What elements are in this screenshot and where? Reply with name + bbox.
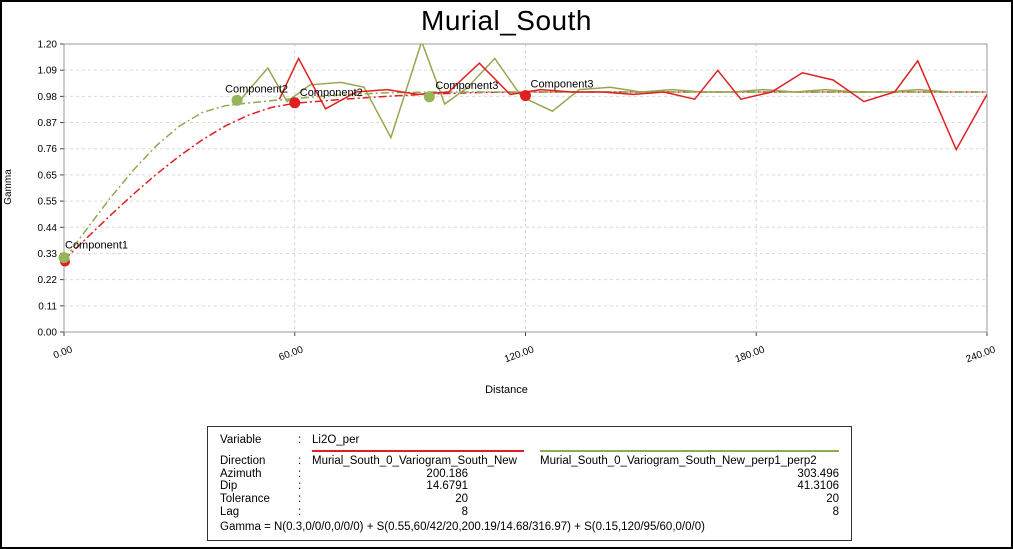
legend-key: Tolerance [220, 493, 270, 506]
legend-colon: : [298, 493, 302, 506]
legend-key: Direction [220, 454, 266, 467]
marker-label-component2-south: Component2 [300, 87, 363, 99]
x-tick-label: 240.00 [965, 344, 998, 365]
y-tick-label: 0.44 [38, 223, 58, 234]
y-tick-label: 0.33 [38, 249, 58, 260]
x-tick-label: 0.00 [52, 344, 74, 361]
series-model-perp [64, 91, 987, 261]
series-experimental-perp [240, 44, 949, 140]
marker-label-component3-south: Component3 [531, 79, 594, 91]
series-experimental-south [278, 56, 987, 152]
legend-variable-label: Variable [220, 434, 262, 446]
y-tick-label: 1.20 [38, 40, 58, 51]
legend-value-perp: 303.496 [797, 467, 839, 480]
legend-row-dip: Dip: 14.6791 41.3106 [220, 480, 839, 493]
y-tick-label: 1.09 [38, 66, 58, 77]
legend-colon: : [298, 505, 302, 518]
legend-key: Azimuth [220, 467, 262, 480]
y-tick-label: 0.11 [38, 301, 57, 312]
legend-colon: : [298, 467, 302, 480]
gamma-formula: Gamma = N(0.3,0/0/0,0/0/0) + S(0.55,60/4… [220, 520, 705, 533]
legend-key: Lag [220, 505, 240, 518]
marker-component2-perp[interactable] [231, 94, 243, 106]
legend-box: Variable : Li2O_per Direction: Murial_Sou… [207, 426, 852, 541]
marker-component2-south[interactable] [289, 97, 301, 109]
legend-value-perp: 41.3106 [797, 480, 839, 493]
marker-label-component1: Component1 [65, 240, 128, 252]
plot-border [63, 43, 988, 333]
y-tick-label: 0.65 [38, 170, 58, 181]
y-tick-label: 0.87 [38, 118, 58, 129]
y-tick-label: 0.76 [38, 144, 58, 155]
legend-line-red [312, 449, 524, 452]
y-tick-label: 0.98 [38, 92, 58, 103]
legend-row-azimuth: Azimuth: 200.186 303.496 [220, 468, 839, 481]
legend-line-green [540, 449, 839, 452]
marker-component1[interactable] [58, 252, 70, 264]
series-group [64, 44, 987, 261]
legend-line-red-cell [312, 449, 540, 452]
x-tick-label: 180.00 [734, 344, 767, 365]
marker-component3-perp[interactable] [423, 91, 435, 103]
legend-rows: Direction: Murial_South_0_Variogram_South… [220, 455, 839, 519]
legend-value-south: Murial_South_0_Variogram_South_New [312, 454, 517, 467]
marker-component3-south[interactable] [520, 90, 531, 102]
series-model-south [64, 91, 987, 261]
legend-value-south: 14.6791 [426, 480, 468, 493]
legend-value-south: 20 [455, 493, 468, 506]
legend-row-lag: Lag: 8 8 [220, 506, 839, 519]
y-tick-label: 0.55 [38, 197, 58, 208]
legend-variable-row: Variable : Li2O_per [220, 434, 839, 447]
legend-value-south: 200.186 [426, 467, 468, 480]
legend-variable-value: Li2O_per [312, 434, 360, 446]
chart-title: Murial_South [421, 5, 592, 36]
legend-colon: : [298, 454, 302, 467]
y-tick-label: 0.22 [38, 275, 58, 286]
legend-value-south: 8 [461, 505, 468, 518]
y-tick-label: 0.00 [38, 328, 58, 339]
variogram-plot: 0.00 0.11 0.22 0.33 0.44 0.55 0.65 0.76 0.87 0.98… [38, 40, 998, 366]
legend-row-tolerance: Tolerance: 20 20 [220, 493, 839, 506]
legend-line-green-cell [540, 449, 839, 452]
legend-line-samples-row [220, 447, 839, 455]
legend-row-direction: Direction: Murial_South_0_Variogram_South… [220, 455, 839, 468]
x-axis-label: Distance [485, 384, 528, 396]
legend-value-perp: Murial_South_0_Variogram_South_New_perp1… [540, 454, 817, 467]
marker-label-component3-perp: Component3 [435, 80, 498, 92]
legend-value-perp: 8 [832, 505, 839, 518]
legend-key: Dip [220, 480, 238, 493]
x-tick-label: 120.00 [503, 344, 536, 365]
legend-value-perp: 20 [826, 493, 839, 506]
legend-colon: : [298, 480, 302, 493]
x-tick-label: 60.00 [277, 344, 305, 363]
legend-colon: : [298, 434, 302, 446]
marker-label-component2-perp: Component2 [225, 83, 288, 95]
